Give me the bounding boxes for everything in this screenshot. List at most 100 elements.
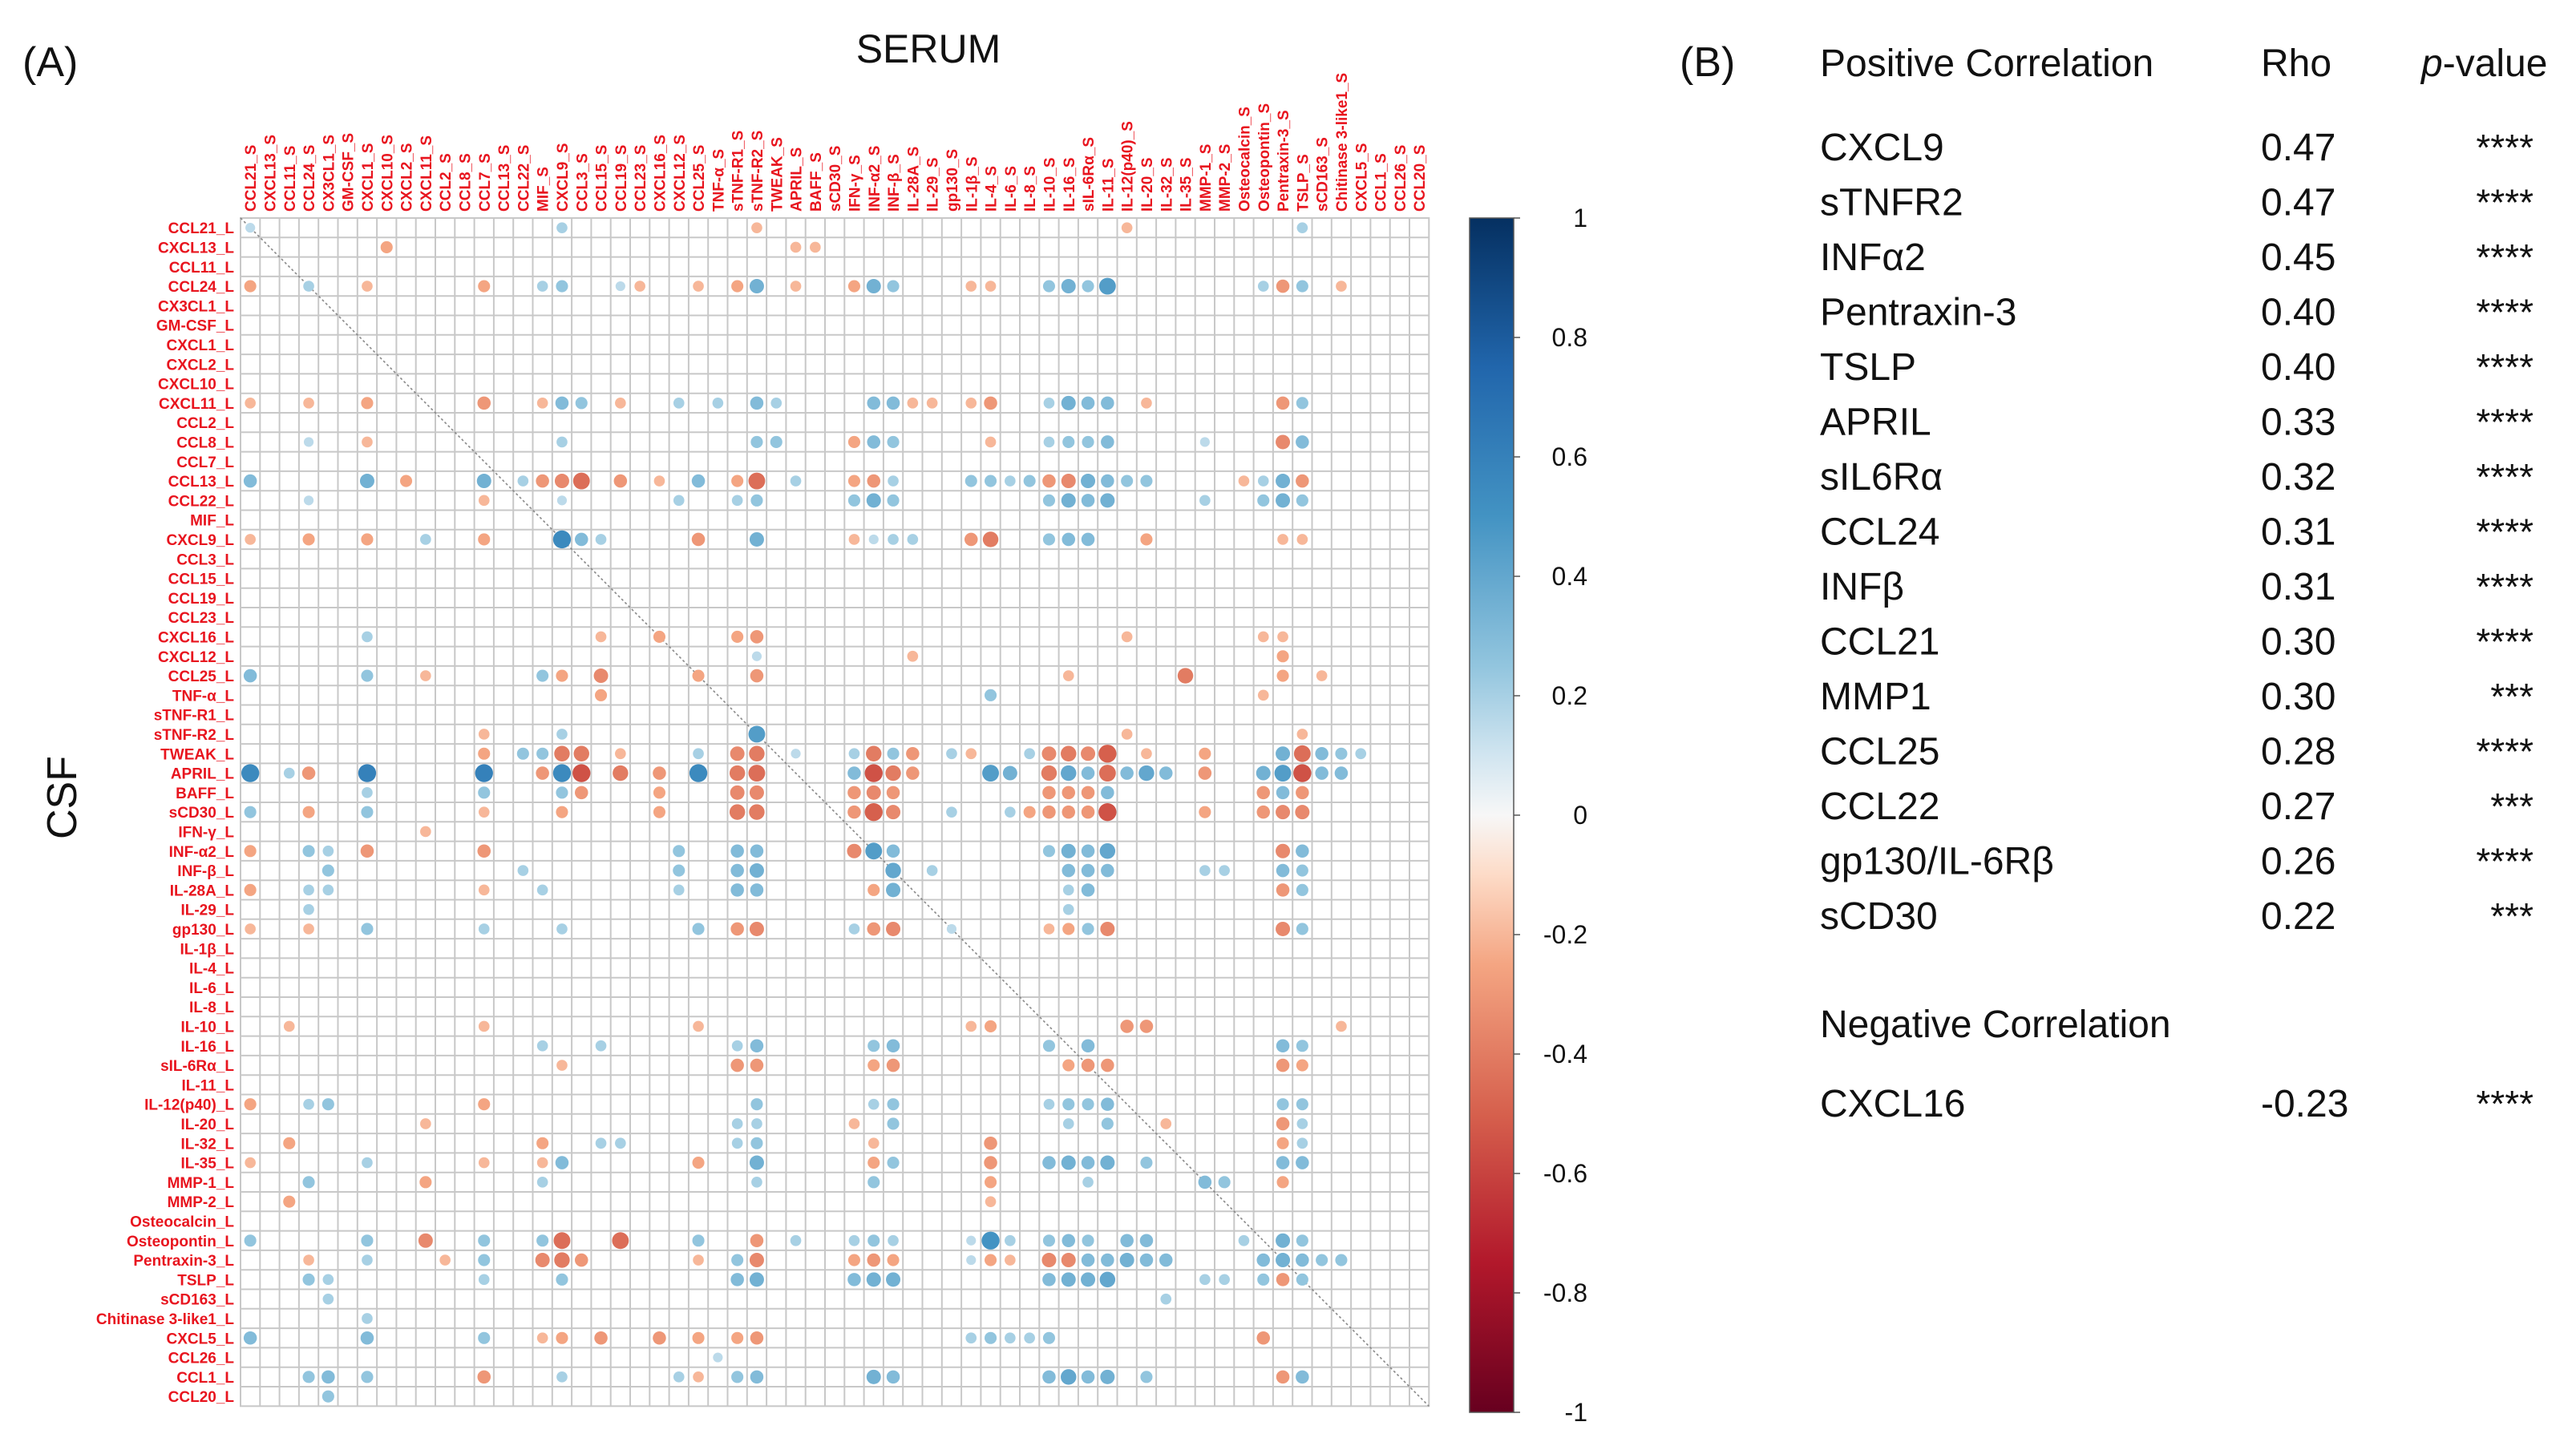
heatmap-cell (1062, 1098, 1075, 1111)
heatmap-cell (1081, 474, 1096, 489)
x-tick-label: IL-1β_S (964, 156, 981, 212)
heatmap-cell (847, 805, 861, 819)
y-tick-label: TWEAK_L (160, 746, 234, 763)
heatmap-cell (1098, 765, 1116, 782)
row-name: sCD30 (1820, 895, 1938, 938)
heatmap-cell (886, 1272, 901, 1287)
heatmap-cell (750, 630, 764, 644)
heatmap-cell (1061, 1155, 1076, 1170)
heatmap-cell (749, 863, 764, 878)
x-tick-label: CCL15_S (594, 145, 611, 212)
heatmap-cell (1276, 1156, 1290, 1169)
heatmap-cell (886, 921, 901, 936)
heatmap-cell (1141, 398, 1152, 409)
heatmap-cell (731, 1331, 744, 1344)
heatmap-cell (751, 1177, 762, 1188)
heatmap-cell (535, 1253, 550, 1268)
heatmap-cell (867, 1040, 880, 1052)
row-p-value: **** (2476, 127, 2534, 168)
heatmap-cell (359, 474, 374, 489)
heatmap-cell (748, 765, 766, 782)
heatmap-cell (730, 844, 744, 858)
heatmap-cell (360, 1331, 374, 1345)
heatmap-cell (750, 1234, 764, 1248)
heatmap-cell (478, 884, 490, 896)
x-tick-label: Osteopontin_S (1256, 103, 1273, 212)
heatmap-cell (1081, 844, 1095, 858)
heatmap-cell (1099, 843, 1116, 859)
heatmap-cell (1061, 745, 1077, 761)
heatmap-cell (985, 1176, 997, 1189)
heatmap-cell (751, 222, 762, 233)
x-tick-label: IL-20_S (1139, 157, 1156, 212)
heatmap-cell (1199, 495, 1211, 507)
heatmap-cell (245, 223, 256, 233)
heatmap-cell (964, 475, 977, 487)
heatmap-cell (1296, 923, 1308, 935)
heatmap-cell (615, 281, 625, 292)
heatmap-cell (1042, 805, 1056, 819)
heatmap-cell (866, 279, 881, 294)
row-p-value: **** (2476, 1083, 2534, 1125)
heatmap-cell (1276, 396, 1290, 410)
heatmap-cell (1296, 1059, 1308, 1072)
correlation-row: Pentraxin-3 0.40 **** (1820, 292, 2534, 334)
heatmap-cell (867, 883, 880, 896)
heatmap-cell (1101, 1058, 1114, 1072)
row-name: CCL22 (1820, 786, 1939, 828)
p-value-header-italic: p (2420, 42, 2443, 85)
heatmap-cell (1160, 1118, 1172, 1129)
heatmap-cell (888, 534, 899, 545)
x-tick-label: sCD30_S (827, 146, 844, 212)
heatmap-cell (556, 669, 568, 682)
heatmap-cell (985, 475, 997, 487)
heatmap-cell (692, 669, 705, 682)
heatmap-cell (1257, 494, 1270, 507)
heatmap-cell (475, 764, 493, 782)
heatmap-cell (1100, 1369, 1115, 1384)
heatmap-cell (1101, 863, 1114, 878)
heatmap-cell (750, 494, 763, 507)
heatmap-cell (303, 281, 314, 292)
heatmap-cell (1042, 786, 1056, 800)
y-tick-label: gp130_L (172, 922, 234, 939)
heatmap-cell (556, 1331, 568, 1344)
correlation-row: gp130/IL-6Rβ 0.26 **** (1820, 841, 2534, 883)
colorbar-tick-label: -0.6 (1543, 1159, 1587, 1188)
heatmap-cell (1082, 923, 1094, 935)
heatmap-cell (866, 745, 882, 761)
heatmap-cell (1119, 1253, 1134, 1268)
heatmap-cell (790, 241, 802, 253)
heatmap-cell (791, 749, 801, 759)
heatmap-cell (1082, 280, 1094, 293)
colorbar: 1 0.8 0.6 0.4 0.2 0 -0.2 -0.4 -0.6 -0.8 -1 (1469, 204, 1587, 1427)
x-tick-label: CCL22_S (516, 145, 532, 212)
heatmap-cell (1274, 765, 1292, 782)
heatmap-cell (1199, 437, 1210, 447)
heatmap-cell (361, 1371, 374, 1383)
heatmap-cell (1296, 883, 1308, 896)
heatmap-cell (985, 436, 997, 448)
heatmap-cell (1005, 806, 1016, 818)
heatmap-cell (362, 436, 373, 448)
colorbar-gradient (1469, 217, 1514, 1413)
heatmap-cell (790, 1234, 802, 1246)
heatmap-cell (848, 534, 860, 545)
heatmap-cell (595, 689, 608, 701)
heatmap-cell (673, 495, 685, 507)
heatmap-cell (1276, 1117, 1290, 1131)
x-tick-label: MMP-2_S (1217, 144, 1234, 212)
heatmap-cell (283, 1137, 296, 1149)
heatmap-cell (1062, 532, 1076, 547)
heatmap-cell (556, 806, 568, 818)
heatmap-cell (1023, 475, 1036, 487)
heatmap-cell (867, 1059, 880, 1072)
heatmap-cell (1315, 766, 1328, 780)
positive-correlation-header: Positive Correlation (1820, 42, 2153, 85)
y-tick-label: IL-12(p40)_L (144, 1097, 234, 1114)
heatmap-cell (886, 844, 900, 858)
heatmap-cell (750, 396, 764, 410)
heatmap-cell (362, 1157, 373, 1169)
positive-rows: CXCL9 0.47 ****sTNFR2 0.47 ****INFα2 0.45 ****… (1820, 127, 2534, 938)
heatmap-cell (966, 1254, 977, 1266)
